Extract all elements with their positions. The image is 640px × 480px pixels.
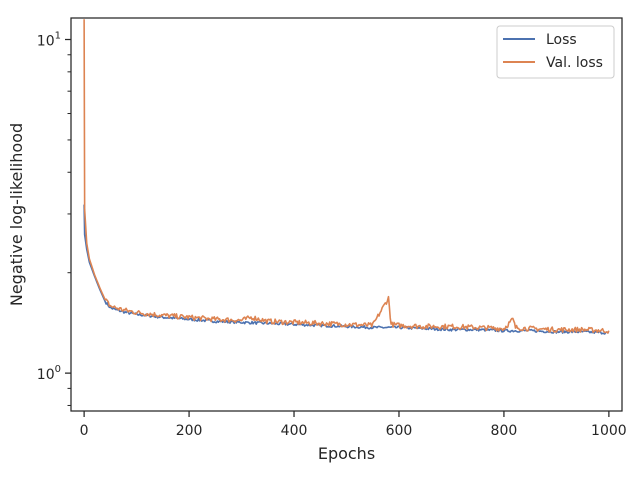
x-axis-label: Epochs — [318, 444, 375, 463]
legend-label-loss: Loss — [546, 32, 577, 48]
x-tick-label: 1000 — [591, 423, 627, 439]
ticks-layer: 0 200 400 600 800 1000 100 101 — [37, 31, 627, 439]
y-tick-label: 101 — [37, 31, 61, 50]
x-tick-label: 600 — [386, 423, 413, 439]
x-tick-label: 0 — [80, 423, 89, 439]
y-tick-label: 100 — [37, 364, 61, 383]
legend: Loss Val. loss — [496, 25, 615, 79]
x-tick-label: 200 — [176, 423, 203, 439]
x-tick-label: 800 — [491, 423, 518, 439]
y-axis-label: Negative log-likelihood — [7, 123, 26, 306]
legend-label-val-loss: Val. loss — [546, 55, 603, 71]
series-layer — [83, 19, 610, 335]
x-tick-label: 400 — [281, 423, 308, 439]
series-line-val-loss — [83, 19, 610, 334]
plot-frame — [70, 17, 623, 412]
